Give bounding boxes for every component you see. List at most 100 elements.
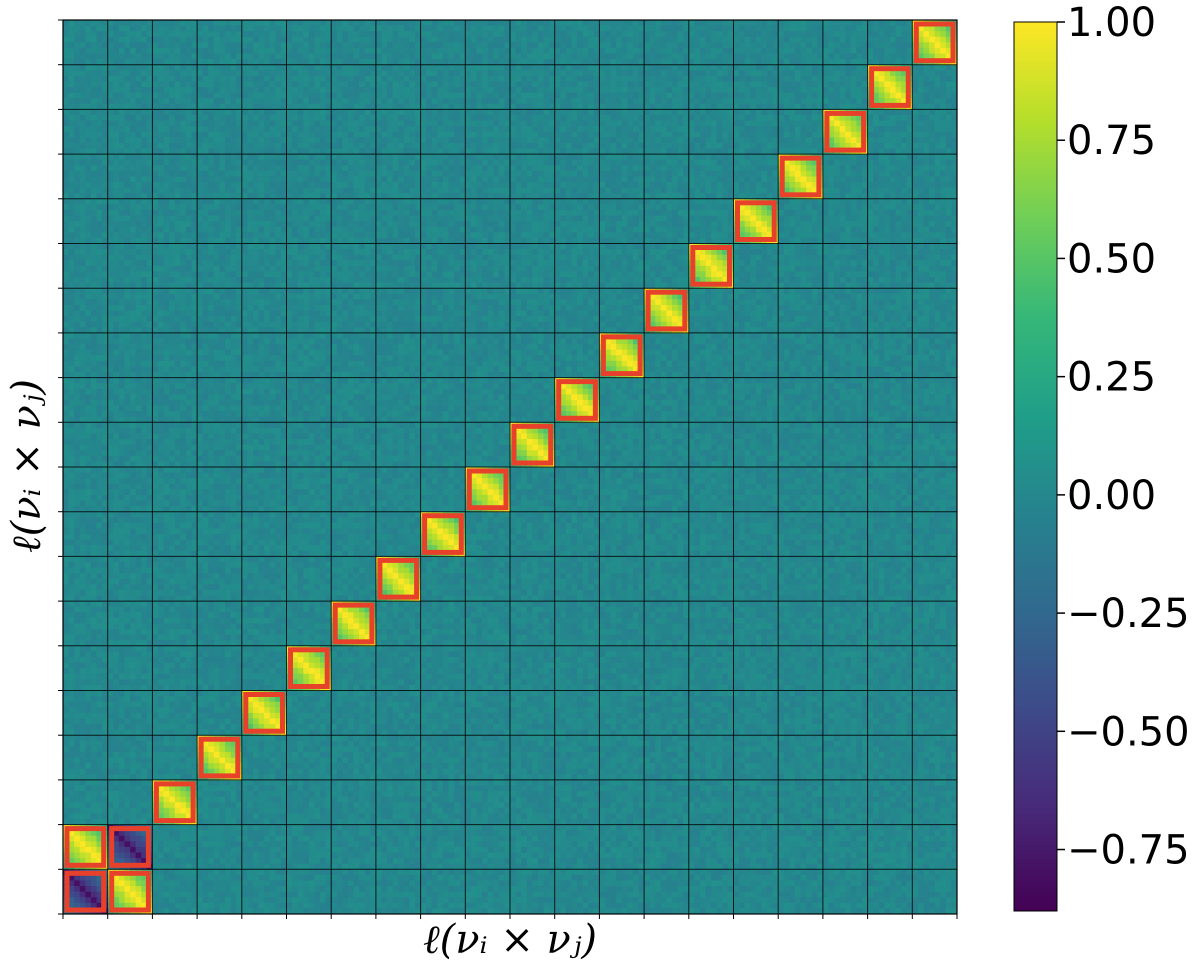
heatmap-cell — [856, 858, 862, 864]
heatmap-cell — [409, 886, 415, 892]
heatmap-cell — [655, 791, 661, 797]
heatmap-cell — [616, 858, 622, 864]
heatmap-cell — [935, 853, 941, 859]
heatmap-cell — [214, 880, 220, 886]
heatmap-cell — [661, 825, 667, 831]
heatmap-cell — [253, 741, 259, 747]
heatmap-cell — [806, 886, 812, 892]
heatmap-cell — [437, 797, 443, 803]
heatmap-cell — [879, 853, 885, 859]
heatmap-cell — [884, 825, 890, 831]
heatmap-cell — [499, 880, 505, 886]
heatmap-cell — [164, 892, 170, 898]
heatmap-cell — [398, 836, 404, 842]
heatmap-cell — [337, 769, 343, 775]
heatmap-cell — [527, 853, 533, 859]
heatmap-cell — [828, 825, 834, 831]
heatmap-cell — [393, 791, 399, 797]
heatmap-cell — [739, 780, 745, 786]
heatmap-cell — [231, 886, 237, 892]
heatmap-cell — [901, 892, 907, 898]
heatmap-cell — [627, 763, 633, 769]
heatmap-cell — [454, 785, 460, 791]
heatmap-cell — [381, 808, 387, 814]
heatmap-cell — [247, 869, 253, 875]
heatmap-cell — [571, 897, 577, 903]
heatmap-cell — [365, 875, 371, 881]
heatmap-cell — [823, 886, 829, 892]
heatmap-cell — [521, 769, 527, 775]
heatmap-cell — [152, 869, 158, 875]
heatmap-cell — [566, 780, 572, 786]
heatmap-cell — [348, 752, 354, 758]
heatmap-cell — [298, 741, 304, 747]
heatmap-cell — [901, 858, 907, 864]
heatmap-cell — [421, 741, 427, 747]
heatmap-cell — [918, 802, 924, 808]
heatmap-cell — [717, 763, 723, 769]
heatmap-cell — [694, 897, 700, 903]
heatmap-cell — [544, 853, 550, 859]
heatmap-cell — [208, 802, 214, 808]
heatmap-cell — [197, 802, 203, 808]
heatmap-cell — [700, 797, 706, 803]
heatmap-cell — [337, 841, 343, 847]
heatmap-cell — [544, 741, 550, 747]
heatmap-cell — [750, 841, 756, 847]
heatmap-cell — [884, 880, 890, 886]
heatmap-cell — [834, 847, 840, 853]
heatmap-cell — [393, 853, 399, 859]
heatmap-cell — [901, 841, 907, 847]
heatmap-cell — [337, 886, 343, 892]
heatmap-block-1-13 — [644, 825, 689, 870]
heatmap-cell — [136, 886, 142, 892]
heatmap-cell — [884, 797, 890, 803]
heatmap-cell — [851, 825, 857, 831]
heatmap-cell — [566, 903, 572, 909]
heatmap-cell — [409, 785, 415, 791]
heatmap-cell — [879, 847, 885, 853]
heatmap-cell — [750, 791, 756, 797]
heatmap-cell — [348, 886, 354, 892]
heatmap-cell — [538, 735, 544, 741]
heatmap-cell — [314, 897, 320, 903]
heatmap-cell — [499, 769, 505, 775]
heatmap-cell — [918, 880, 924, 886]
heatmap-cell — [113, 808, 119, 814]
heatmap-cell — [136, 746, 142, 752]
heatmap-cell — [320, 847, 326, 853]
heatmap-cell — [666, 903, 672, 909]
heatmap-cell — [700, 802, 706, 808]
heatmap-block-3-5 — [287, 735, 332, 780]
heatmap-cell — [398, 769, 404, 775]
heatmap-cell — [449, 853, 455, 859]
heatmap-block-0-17 — [823, 869, 868, 914]
heatmap-cell — [152, 853, 158, 859]
heatmap-cell — [566, 808, 572, 814]
heatmap-cell — [264, 825, 270, 831]
heatmap-cell — [186, 763, 192, 769]
heatmap-cell — [711, 825, 717, 831]
heatmap-cell — [605, 875, 611, 881]
heatmap-cell — [292, 903, 298, 909]
heatmap-cell — [722, 769, 728, 775]
heatmap-cell — [259, 897, 265, 903]
heatmap-cell — [454, 741, 460, 747]
heatmap-cell — [633, 897, 639, 903]
heatmap-cell — [538, 780, 544, 786]
heatmap-cell — [264, 769, 270, 775]
heatmap-cell — [599, 836, 605, 842]
heatmap-cell — [231, 869, 237, 875]
heatmap-cell — [840, 903, 846, 909]
heatmap-cell — [287, 825, 293, 831]
heatmap-cell — [124, 847, 130, 853]
heatmap-cell — [85, 758, 91, 764]
heatmap-cell — [745, 830, 751, 836]
heatmap-block-1-15 — [734, 825, 779, 870]
heatmap-cell — [778, 769, 784, 775]
heatmap-cell — [393, 892, 399, 898]
heatmap-cell — [778, 797, 784, 803]
heatmap-cell — [694, 741, 700, 747]
heatmap-cell — [231, 785, 237, 791]
heatmap-cell — [169, 875, 175, 881]
